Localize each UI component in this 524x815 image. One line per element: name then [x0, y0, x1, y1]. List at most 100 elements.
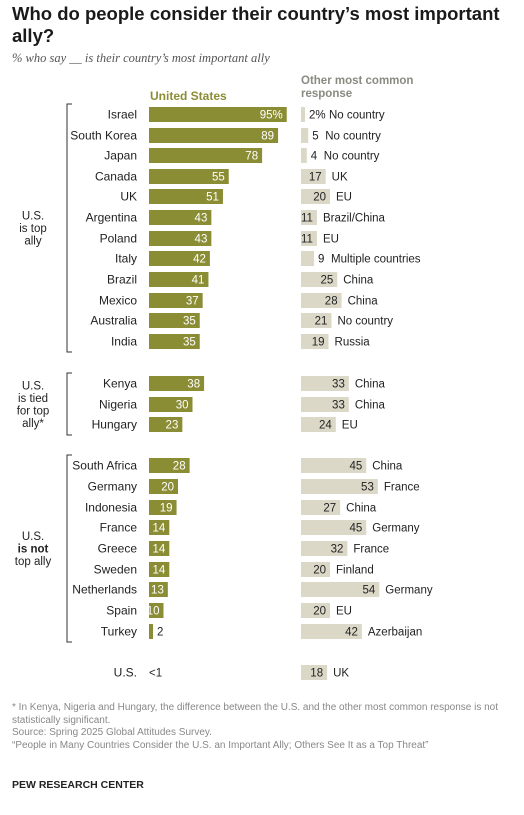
group-bracket	[66, 103, 72, 353]
us-value-label: 55	[212, 172, 225, 184]
us-bar	[149, 603, 164, 618]
other-bar	[301, 210, 317, 225]
report-title: “People in Many Countries Consider the U…	[12, 739, 429, 751]
other-response-label: France	[353, 544, 389, 556]
us-bar	[149, 251, 210, 266]
us-value-label: 95%	[260, 110, 283, 122]
other-bar	[301, 562, 330, 577]
country-label: Hungary	[92, 418, 137, 432]
other-value-label: 17	[309, 172, 322, 184]
us-column-header: United States	[150, 89, 227, 103]
us-bar	[149, 334, 200, 349]
us-value-label: 35	[183, 316, 196, 328]
other-bar	[301, 334, 329, 349]
us-value-label: 78	[245, 151, 258, 163]
us-value-label: 89	[261, 131, 274, 143]
us-value-label: 14	[153, 523, 166, 535]
other-value-label: 27	[323, 503, 336, 515]
other-value-label: 33	[332, 400, 345, 412]
country-label: Greece	[98, 542, 138, 556]
other-bar	[301, 665, 328, 680]
other-response-label: No country	[337, 316, 393, 328]
other-response-label: France	[384, 482, 420, 494]
country-label: France	[100, 521, 138, 535]
other-response-label: No country	[329, 110, 385, 122]
us-value-label: <1	[149, 668, 162, 680]
other-bar	[301, 169, 326, 184]
other-bar	[301, 541, 348, 556]
country-label: Germany	[88, 480, 137, 494]
us-bar	[149, 520, 170, 535]
country-label: India	[111, 335, 137, 349]
country-label: Italy	[115, 252, 137, 266]
other-value-label: 5	[312, 131, 318, 143]
us-bar	[149, 272, 209, 287]
other-column-header: Other most common response	[301, 75, 414, 100]
us-bar	[149, 500, 177, 515]
other-bar	[301, 272, 338, 287]
country-label: Nigeria	[99, 398, 137, 412]
other-response-label: EU	[342, 420, 358, 432]
other-value-label: 19	[312, 337, 325, 349]
other-bar	[301, 107, 305, 122]
other-bar	[301, 251, 315, 266]
us-value-label: 10	[147, 606, 160, 618]
other-bar	[301, 582, 380, 597]
other-response-label: China	[372, 461, 403, 473]
other-response-label: No country	[325, 131, 381, 143]
other-value-label: 4	[311, 151, 318, 163]
country-label: Kenya	[103, 377, 137, 391]
other-response-label: EU	[336, 606, 352, 618]
other-bar	[301, 293, 342, 308]
other-response-label: EU	[323, 234, 339, 246]
group-label: is not	[18, 544, 49, 556]
other-bar	[301, 397, 349, 412]
us-bar	[149, 376, 205, 391]
group-label: top ally	[15, 556, 52, 568]
other-bar	[301, 313, 332, 328]
country-label: Japan	[104, 149, 137, 163]
country-label: Spain	[106, 604, 137, 618]
us-value-label: 41	[192, 275, 205, 287]
us-value-label: 13	[151, 585, 164, 597]
country-label: Mexico	[99, 294, 137, 308]
other-value-label: 21	[315, 316, 328, 328]
us-value-label: 20	[161, 482, 174, 494]
other-bar	[301, 603, 330, 618]
us-bar	[149, 313, 200, 328]
us-bar	[149, 582, 168, 597]
other-bar	[301, 231, 317, 246]
group-bracket	[66, 454, 72, 643]
us-value-label: 38	[187, 379, 200, 391]
country-label: Canada	[95, 170, 137, 184]
other-bar	[301, 624, 362, 639]
us-value-label: 43	[195, 234, 208, 246]
other-response-label: Finland	[336, 565, 374, 577]
other-bar	[301, 376, 349, 391]
us-value-label: 35	[183, 337, 196, 349]
other-response-label: China	[348, 296, 379, 308]
other-value-label: 53	[361, 482, 374, 494]
us-bar	[149, 107, 287, 122]
other-response-label: Germany	[385, 585, 433, 597]
other-value-label: 42	[345, 627, 358, 639]
us-value-label: 51	[206, 192, 219, 204]
other-value-label: 11	[301, 234, 313, 246]
other-value-label: 25	[320, 275, 333, 287]
other-bar	[301, 479, 378, 494]
source-note: Source: Spring 2025 Global Attitudes Sur…	[12, 727, 212, 738]
us-bar	[149, 169, 229, 184]
us-value-label: 2	[157, 627, 163, 639]
us-bar	[149, 148, 263, 163]
us-bar	[149, 417, 183, 432]
country-label: UK	[120, 190, 137, 204]
group-label: U.S.	[22, 531, 44, 543]
other-value-label: 20	[313, 606, 326, 618]
group-label: ally	[24, 236, 42, 248]
other-value-label: 2%	[309, 110, 326, 122]
other-response-label: China	[343, 275, 374, 287]
us-bar	[149, 293, 203, 308]
group-label: is top	[19, 223, 47, 235]
us-bar	[149, 562, 170, 577]
